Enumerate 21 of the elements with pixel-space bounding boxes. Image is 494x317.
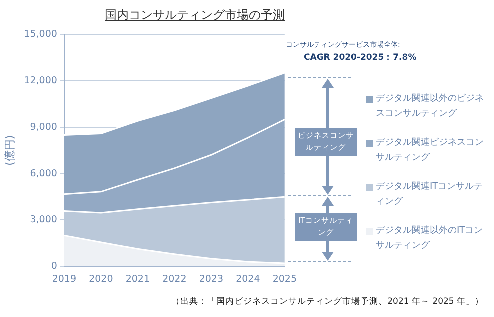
text: （出典：「国内ビジネスコンサルティング市場予測、2021 年～ 2025 年」） [172, 296, 484, 308]
legend-label: デジタル関連ITコンサルティング [376, 180, 484, 209]
x-tick-label: 2025 [272, 274, 298, 285]
y-tick-label: 6,000 [30, 168, 58, 180]
y-axis-title: (億円) [3, 135, 16, 166]
y-tick-label: 12,000 [24, 76, 58, 87]
x-tick-label: 2022 [162, 274, 187, 285]
legend-label: デジタル関連ビジネスコンサルティング [376, 136, 485, 165]
x-tick-label: 2019 [52, 274, 77, 285]
y-tick-label: 15,000 [24, 29, 58, 40]
x-tick-label: 2021 [126, 274, 150, 285]
legend-label: デジタル関連以外のITコンサルティング [376, 224, 484, 253]
chart-title: 国内コンサルティング市場の予測 [104, 7, 286, 24]
legend-label: デジタル関連以外のビジネスコンサルティング [376, 92, 485, 121]
y-tick-label: 0 [51, 261, 58, 272]
y-tick-label: 3,000 [30, 214, 58, 226]
x-tick-label: 2020 [89, 274, 114, 285]
text: CAGR 2020-2025：7.8% [304, 52, 417, 64]
x-tick-label: 2023 [199, 274, 224, 285]
x-tick-label: 2024 [236, 274, 260, 285]
y-tick-label: 9,000 [30, 122, 58, 133]
